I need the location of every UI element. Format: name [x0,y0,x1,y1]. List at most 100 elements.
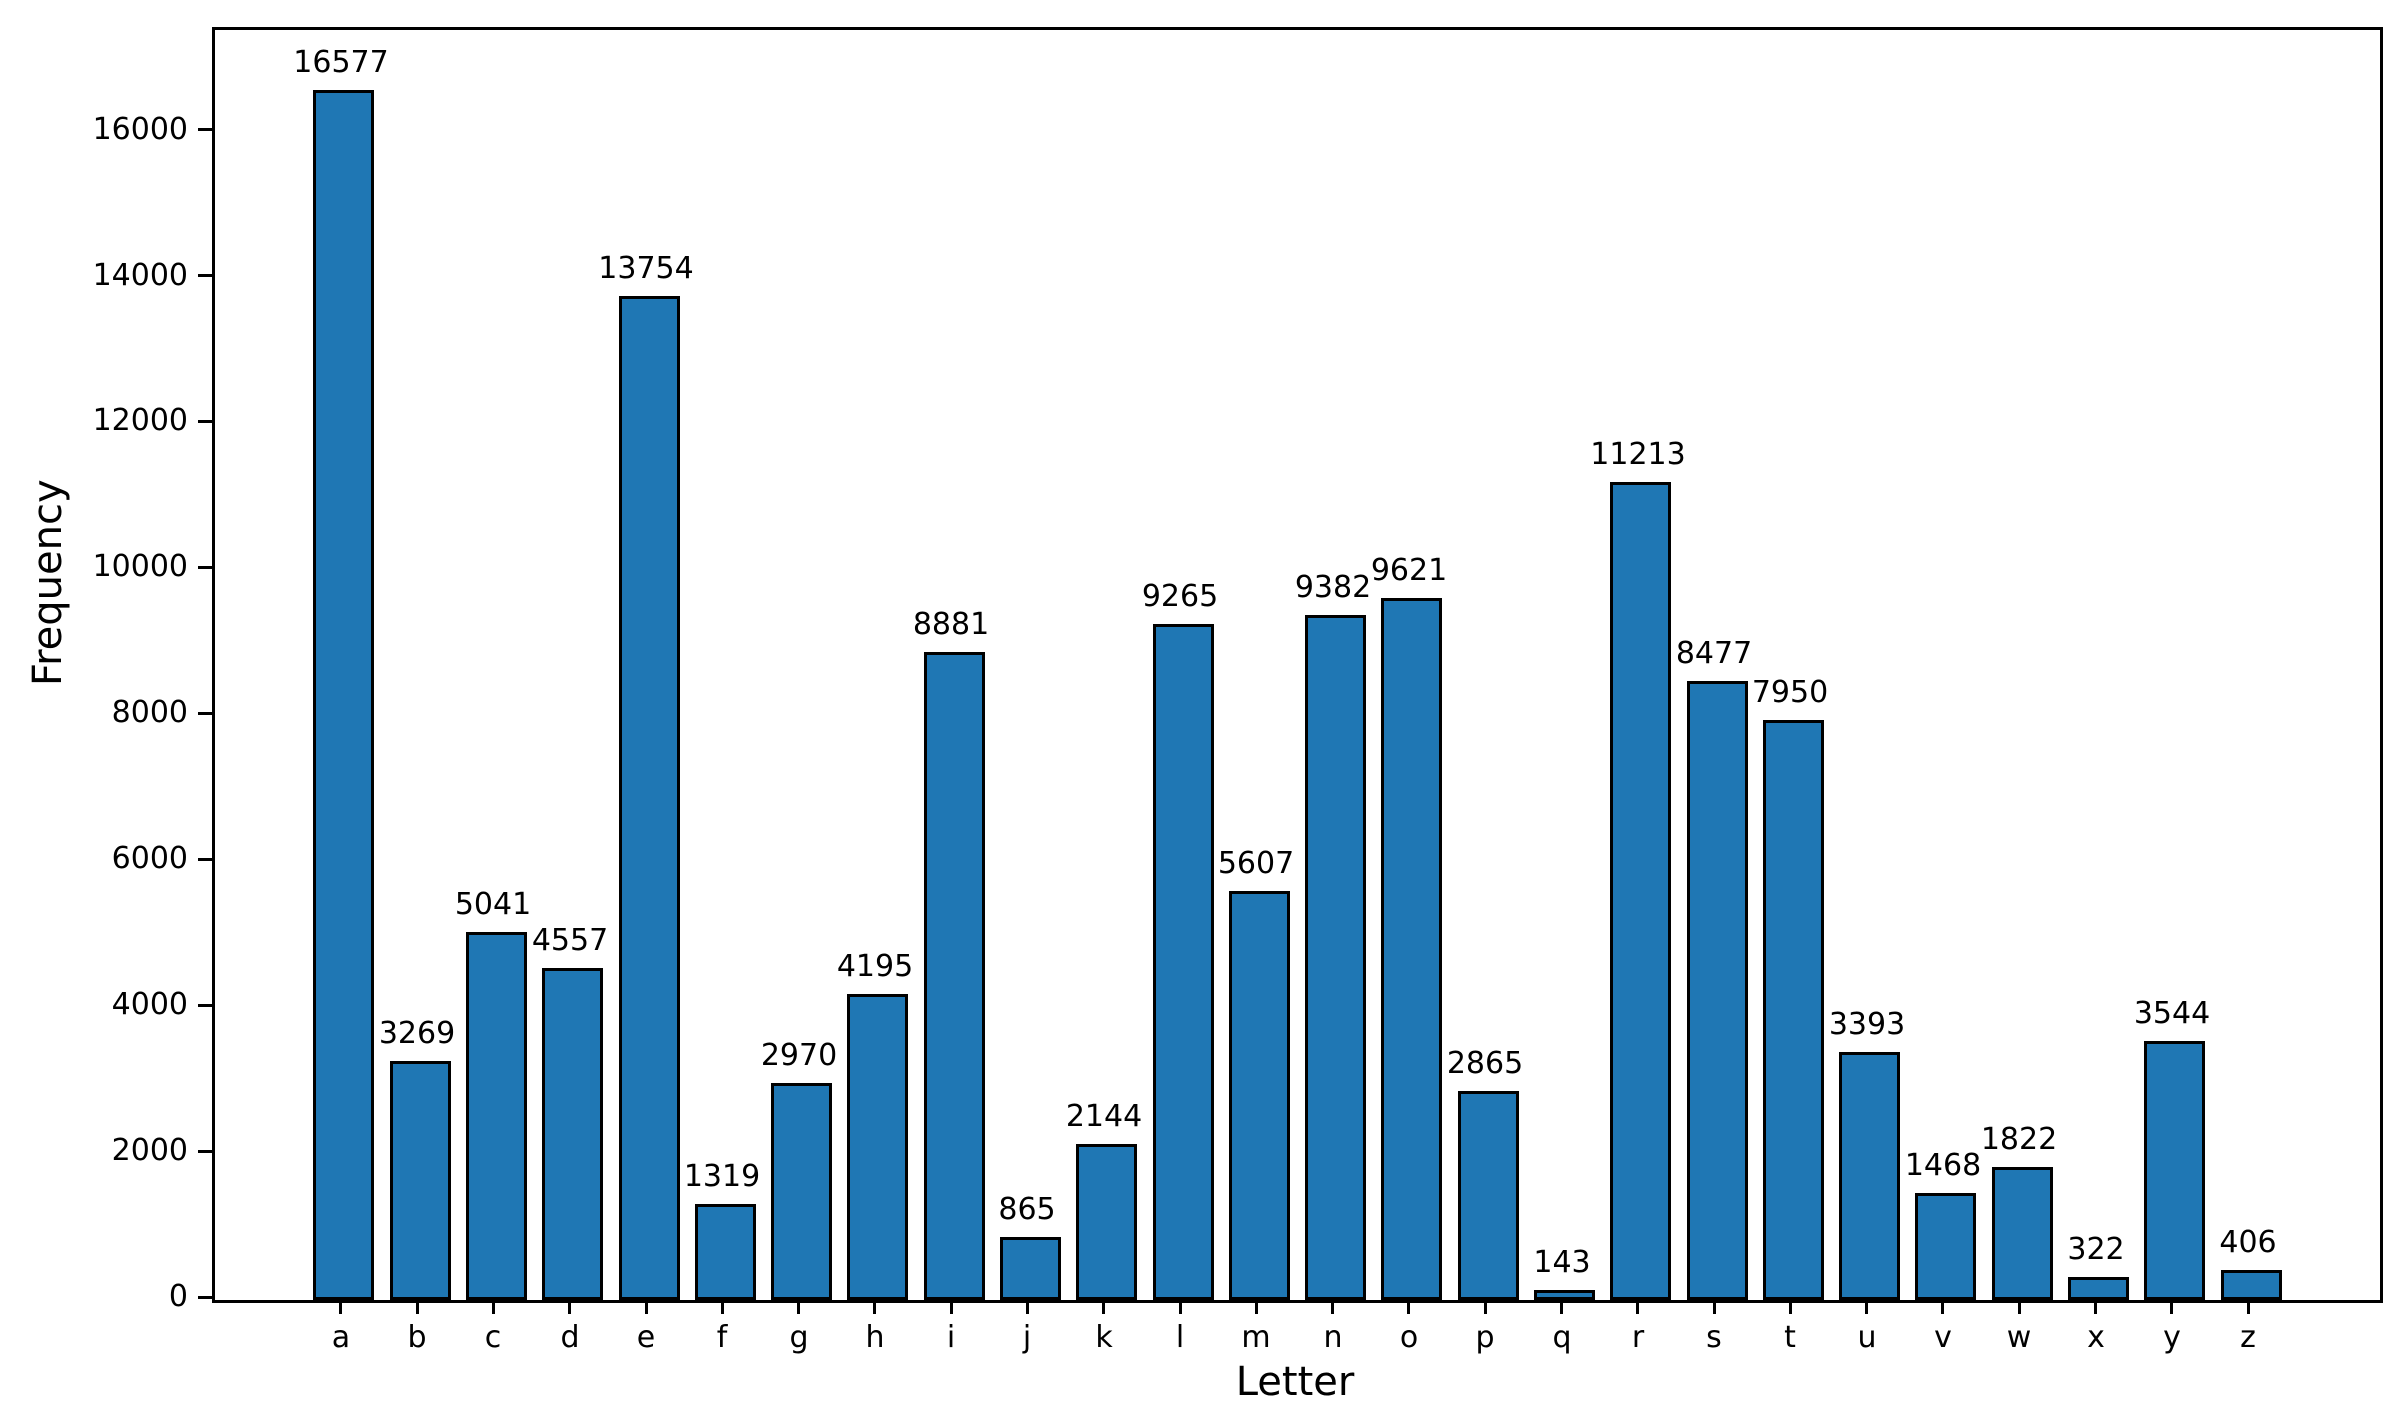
bar-value-label-k: 2144 [1065,1099,1143,1134]
bar-value-label-i: 8881 [912,607,990,642]
bar-k [1076,1144,1137,1300]
bar-value-label-a: 16577 [293,45,389,80]
bar-value-label-u: 3393 [1828,1007,1906,1042]
y-axis-tick-mark [198,1296,212,1299]
bar-q [1534,1290,1595,1300]
x-axis-tick-label-p: p [1475,1320,1495,1355]
bar-z [2221,1270,2282,1300]
y-axis-tick-mark [198,420,212,423]
bar-value-label-r: 11213 [1590,437,1686,472]
x-axis-tick-label-x: x [2087,1320,2105,1355]
x-axis-tick-mark [1255,1300,1258,1314]
bar-d [542,968,603,1300]
bar-u [1839,1052,1900,1300]
x-axis-tick-label-w: w [2006,1320,2032,1355]
bar-value-label-l: 9265 [1141,579,1219,614]
y-axis-tick-mark [198,858,212,861]
bar-x [2068,1277,2129,1300]
bar-t [1763,720,1824,1300]
bar-value-label-n: 9382 [1294,570,1372,605]
x-axis-tick-label-a: a [331,1320,351,1355]
x-axis-tick-mark [568,1300,571,1314]
x-axis-tick-mark [2247,1300,2250,1314]
y-axis-tick-label: 16000 [92,112,188,147]
x-axis-tick-label-d: d [560,1320,580,1355]
bar-value-label-w: 1822 [1980,1122,2058,1157]
x-axis-tick-label-t: t [1784,1320,1796,1355]
bar-h [847,994,908,1300]
bar-value-label-q: 143 [1533,1245,1591,1280]
bar-e [619,296,680,1300]
bar-value-label-p: 2865 [1446,1046,1524,1081]
bar-m [1229,891,1290,1300]
bar-value-label-o: 9621 [1370,553,1448,588]
bar-o [1381,598,1442,1300]
bar-r [1610,482,1671,1300]
y-axis-tick-label: 12000 [92,403,188,438]
x-axis-tick-mark [873,1300,876,1314]
x-axis-tick-mark [1102,1300,1105,1314]
bar-value-label-x: 322 [2067,1232,2125,1267]
y-axis-tick-mark [198,128,212,131]
x-axis-tick-label-u: u [1857,1320,1877,1355]
x-axis-label: Letter [1235,1359,1355,1405]
y-axis-tick-label: 14000 [92,258,188,293]
x-axis-tick-label-y: y [2163,1320,2181,1355]
x-axis-tick-label-n: n [1323,1320,1343,1355]
y-axis-tick-mark [198,566,212,569]
y-axis-tick-mark [198,1004,212,1007]
bar-n [1305,615,1366,1300]
y-axis-tick-label: 4000 [111,987,188,1022]
x-axis-tick-mark [1331,1300,1334,1314]
x-axis-tick-mark [1789,1300,1792,1314]
x-axis-tick-mark [797,1300,800,1314]
x-axis-tick-label-q: q [1552,1320,1572,1355]
x-axis-tick-mark [2018,1300,2021,1314]
plot-area [212,27,2383,1303]
x-axis-tick-label-l: l [1175,1320,1185,1355]
x-axis-tick-label-f: f [716,1320,728,1355]
bar-value-label-m: 5607 [1217,846,1295,881]
x-axis-tick-mark [1560,1300,1563,1314]
x-axis-tick-mark [1026,1300,1029,1314]
bar-value-label-y: 3544 [2133,996,2211,1031]
bar-l [1153,624,1214,1300]
x-axis-tick-mark [1179,1300,1182,1314]
bar-value-label-e: 13754 [598,251,694,286]
x-axis-tick-mark [1865,1300,1868,1314]
x-axis-tick-mark [1407,1300,1410,1314]
x-axis-tick-label-b: b [407,1320,427,1355]
x-axis-tick-label-i: i [946,1320,956,1355]
bar-a [313,90,374,1300]
x-axis-tick-mark [2170,1300,2173,1314]
y-axis-tick-mark [198,712,212,715]
x-axis-tick-label-e: e [636,1320,656,1355]
x-axis-tick-label-o: o [1399,1320,1419,1355]
x-axis-tick-label-s: s [1706,1320,1722,1355]
x-axis-tick-mark [2094,1300,2097,1314]
y-axis-tick-mark [198,1150,212,1153]
bar-value-label-z: 406 [2219,1225,2277,1260]
bar-b [390,1061,451,1300]
bar-j [1000,1237,1061,1300]
y-axis-tick-label: 6000 [111,841,188,876]
x-axis-tick-mark [645,1300,648,1314]
bar-y [2144,1041,2205,1300]
bar-value-label-d: 4557 [531,923,609,958]
y-axis-tick-label: 0 [168,1279,188,1314]
x-axis-tick-mark [492,1300,495,1314]
x-axis-tick-mark [1636,1300,1639,1314]
x-axis-tick-label-z: z [2240,1320,2256,1355]
x-axis-tick-mark [416,1300,419,1314]
x-axis-tick-mark [950,1300,953,1314]
x-axis-tick-label-h: h [865,1320,885,1355]
bar-value-label-j: 865 [998,1192,1056,1227]
bar-p [1458,1091,1519,1300]
x-axis-tick-label-v: v [1934,1320,1952,1355]
bar-v [1915,1193,1976,1300]
y-axis-tick-label: 10000 [92,549,188,584]
y-axis-tick-mark [198,274,212,277]
bar-value-label-c: 5041 [454,887,532,922]
x-axis-tick-label-g: g [789,1320,809,1355]
